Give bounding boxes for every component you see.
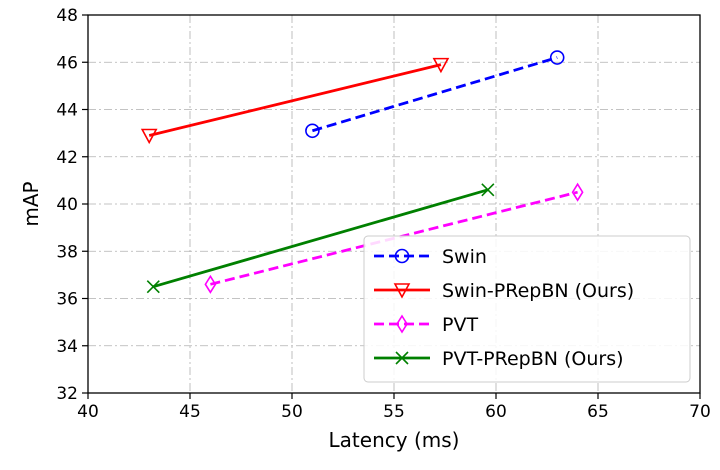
y-tick-label: 44 — [56, 101, 78, 121]
legend-marker — [396, 314, 408, 334]
legend: Swin Swin-PRepBN (Ours) PVT PVT-PRepBN (Our… — [363, 235, 691, 383]
y-tick-label: 46 — [56, 53, 78, 73]
y-tick-label: 32 — [56, 384, 78, 404]
tick-marks — [82, 14, 701, 399]
legend-label: PVT — [442, 314, 478, 336]
data-point-pvt — [204, 274, 217, 294]
legend-label: PVT-PRepBN (Ours) — [442, 348, 624, 370]
legend-item-pvt-prepbn-ours: PVT-PRepBN (Ours) — [374, 348, 624, 370]
legend-item-swin-prepbn-ours: Swin-PRepBN (Ours) — [374, 280, 634, 302]
x-tick-label: 70 — [689, 402, 711, 422]
x-tick-label: 55 — [383, 402, 405, 422]
x-tick-labels: 40 45 50 55 60 65 70 — [77, 402, 711, 422]
series-line-pvt-prepbn-ours — [152, 188, 489, 289]
y-tick-label: 42 — [56, 148, 78, 168]
y-tick-label: 34 — [56, 337, 78, 357]
x-tick-label: 50 — [281, 402, 303, 422]
x-tick-label: 60 — [485, 402, 507, 422]
y-tick-label: 38 — [56, 242, 78, 262]
data-point-swin-prepbn-ours — [140, 128, 158, 145]
x-tick-label: 45 — [179, 402, 201, 422]
series-line-swin-prepbn-ours — [148, 63, 442, 137]
data-point-swin — [549, 50, 565, 65]
x-axis-label: Latency (ms) — [329, 428, 460, 452]
legend-marker — [395, 351, 409, 365]
data-point-pvt-prepbn-ours — [146, 280, 160, 294]
series-swin-prepbn-ours — [140, 57, 450, 145]
series-line-swin — [311, 56, 558, 133]
data-point-pvt — [571, 182, 584, 202]
data-point-pvt-prepbn-ours — [481, 183, 495, 197]
legend-item-pvt: PVT — [374, 314, 478, 336]
legend-box — [363, 235, 691, 383]
legend-label: Swin — [442, 246, 487, 268]
data-point-swin — [305, 123, 320, 139]
y-tick-label: 36 — [56, 290, 78, 310]
legend-marker — [394, 248, 410, 264]
legend-item-swin: Swin — [374, 246, 487, 268]
legend-label: Swin-PRepBN (Ours) — [442, 280, 634, 302]
y-tick-label: 48 — [56, 6, 78, 26]
series-pvt-prepbn-ours — [146, 183, 495, 294]
x-tick-label: 65 — [587, 402, 609, 422]
y-tick-labels: 32 34 36 38 40 42 44 46 48 — [56, 6, 78, 404]
legend-marker — [393, 283, 411, 299]
data-point-swin-prepbn-ours — [432, 57, 450, 74]
y-axis-label: mAP — [19, 181, 43, 226]
series-swin — [305, 50, 565, 139]
y-tick-label: 40 — [56, 195, 78, 215]
x-tick-label: 40 — [77, 402, 99, 422]
